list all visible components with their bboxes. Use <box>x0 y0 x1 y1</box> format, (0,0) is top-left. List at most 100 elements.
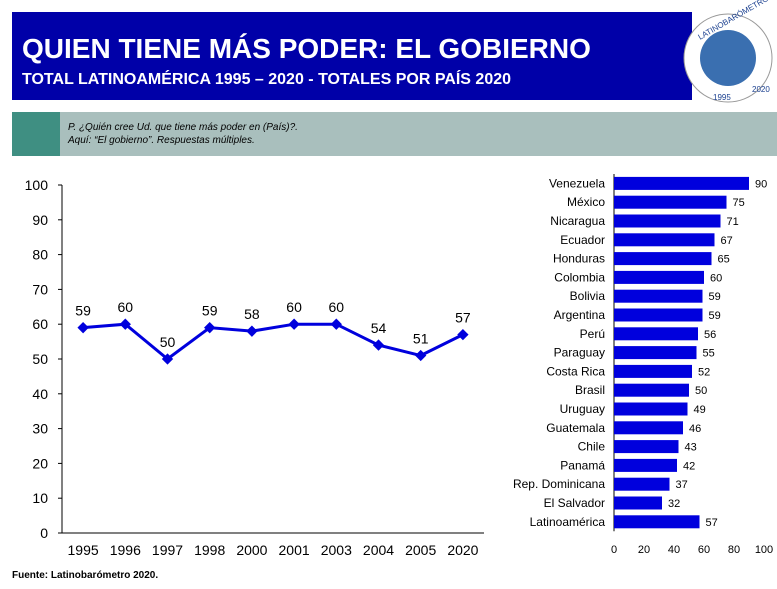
bar <box>614 384 689 397</box>
category-label: México <box>567 195 605 209</box>
data-label: 37 <box>676 479 688 491</box>
bar <box>614 478 670 491</box>
question-line: Aquí: “El gobierno”. Respuestas múltiple… <box>67 135 255 146</box>
bar <box>614 365 692 378</box>
x-tick-label: 2003 <box>321 542 352 558</box>
logo-end: 2020 <box>752 85 770 94</box>
bar <box>614 271 704 284</box>
point <box>415 350 426 361</box>
data-label: 59 <box>75 303 91 319</box>
question-band <box>12 112 777 156</box>
bar <box>614 233 715 246</box>
category-label: Brasil <box>575 383 605 397</box>
bar <box>614 215 721 228</box>
data-label: 49 <box>694 404 706 416</box>
y-tick-label: 70 <box>32 281 48 297</box>
data-label: 43 <box>685 442 697 454</box>
data-label: 60 <box>710 272 722 284</box>
y-tick-label: 80 <box>32 247 48 263</box>
x-tick-label: 1997 <box>152 542 183 558</box>
data-label: 60 <box>329 299 345 315</box>
data-label: 55 <box>703 348 715 360</box>
y-tick-label: 90 <box>32 212 48 228</box>
x-tick-label: 60 <box>698 544 710 556</box>
logo-globe <box>700 30 756 86</box>
data-label: 58 <box>244 306 260 322</box>
data-label: 71 <box>727 216 739 228</box>
point <box>457 329 468 340</box>
bar <box>614 346 697 359</box>
data-label: 56 <box>704 329 716 341</box>
data-label: 90 <box>755 178 767 190</box>
x-tick-label: 2020 <box>447 542 478 558</box>
question-line: P. ¿Quién cree Ud. que tiene más poder e… <box>68 122 298 133</box>
slide-canvas: QUIEN TIENE MÁS PODER: EL GOBIERNO TOTAL… <box>0 0 777 589</box>
data-label: 59 <box>709 310 721 322</box>
category-label: Bolivia <box>570 289 606 303</box>
data-label: 60 <box>118 299 134 315</box>
y-tick-label: 50 <box>32 351 48 367</box>
category-label: Rep. Dominicana <box>513 477 605 491</box>
data-label: 42 <box>683 460 695 472</box>
y-tick-label: 60 <box>32 316 48 332</box>
data-label: 32 <box>668 498 680 510</box>
category-label: Guatemala <box>546 421 605 435</box>
category-label: Ecuador <box>560 233 605 247</box>
x-tick-label: 100 <box>755 544 773 556</box>
point <box>246 326 257 337</box>
x-tick-label: 2001 <box>279 542 310 558</box>
data-label: 52 <box>698 366 710 378</box>
category-label: Costa Rica <box>546 364 605 378</box>
bar <box>614 497 662 510</box>
slide: QUIEN TIENE MÁS PODER: EL GOBIERNO TOTAL… <box>0 0 777 589</box>
source: Fuente: Latinobarómetro 2020. <box>12 570 158 581</box>
data-label: 67 <box>721 235 733 247</box>
line <box>83 324 463 359</box>
data-label: 46 <box>689 423 701 435</box>
category-label: Venezuela <box>549 176 605 190</box>
y-tick-label: 30 <box>32 421 48 437</box>
x-tick-label: 2004 <box>363 542 394 558</box>
data-label: 51 <box>413 331 429 347</box>
question-marker <box>12 112 60 156</box>
x-tick-label: 0 <box>611 544 617 556</box>
point <box>77 322 88 333</box>
point <box>373 339 384 350</box>
point <box>331 319 342 330</box>
bar <box>614 440 679 453</box>
x-tick-label: 1998 <box>194 542 225 558</box>
bar <box>614 403 688 416</box>
bar <box>614 327 698 340</box>
x-tick-label: 80 <box>728 544 740 556</box>
category-label: Nicaragua <box>550 214 605 228</box>
data-label: 59 <box>709 291 721 303</box>
data-label: 54 <box>371 320 387 336</box>
y-tick-label: 20 <box>32 455 48 471</box>
bar <box>614 290 703 303</box>
bar <box>614 421 683 434</box>
bar <box>614 196 727 209</box>
category-label: Chile <box>578 440 606 454</box>
category-label: Honduras <box>553 252 605 266</box>
x-tick-label: 2000 <box>236 542 267 558</box>
bar <box>614 459 677 472</box>
data-label: 75 <box>733 197 745 209</box>
y-tick-label: 100 <box>25 177 49 193</box>
title: QUIEN TIENE MÁS PODER: EL GOBIERNO <box>22 33 591 64</box>
subtitle: TOTAL LATINOAMÉRICA 1995 – 2020 - TOTALE… <box>22 69 511 88</box>
category-label: Panamá <box>560 458 605 472</box>
data-label: 50 <box>160 334 176 350</box>
category-label: Uruguay <box>560 402 605 416</box>
data-label: 59 <box>202 303 218 319</box>
category-label: Argentina <box>554 308 606 322</box>
data-label: 60 <box>286 299 302 315</box>
y-tick-label: 0 <box>40 525 48 541</box>
bar <box>614 309 703 322</box>
y-tick-label: 10 <box>32 490 48 506</box>
x-tick-label: 20 <box>638 544 650 556</box>
data-label: 57 <box>455 310 471 326</box>
category-label: Colombia <box>554 270 605 284</box>
data-label: 65 <box>718 254 730 266</box>
data-label: 57 <box>706 517 718 529</box>
bar <box>614 252 712 265</box>
